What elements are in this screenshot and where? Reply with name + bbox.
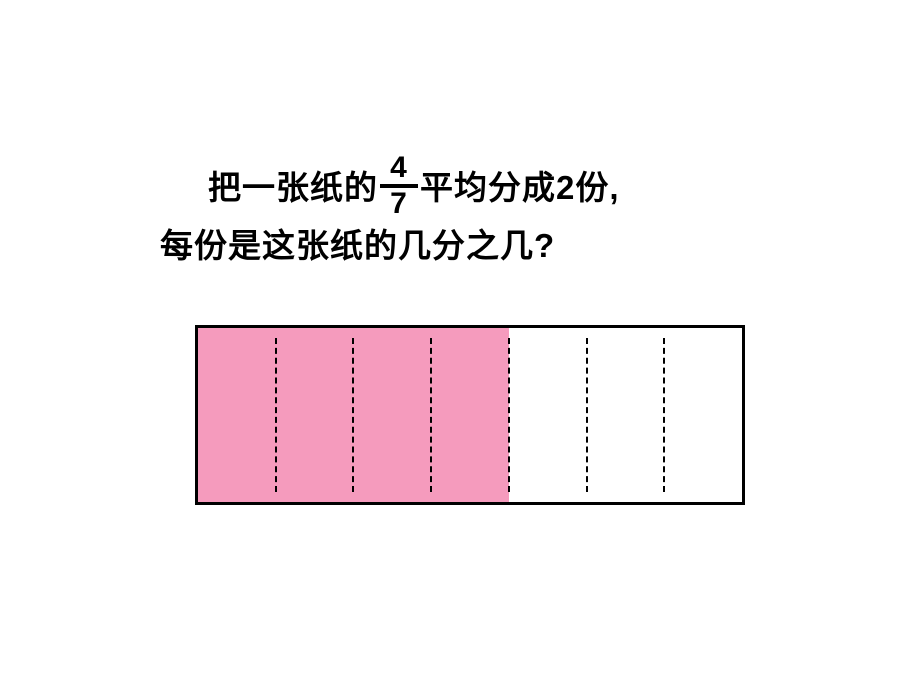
fraction-denominator: 7 <box>390 189 408 219</box>
fraction-four-sevenths: 4 7 <box>380 153 418 219</box>
partition-diagram <box>195 325 745 505</box>
problem-line-1: 把一张纸的 4 7 平均分成2份, <box>160 155 800 221</box>
line1-suffix: 平均分成2份, <box>420 163 620 213</box>
segment-divider <box>663 338 665 492</box>
problem-text: 把一张纸的 4 7 平均分成2份, 每份是这张纸的几分之几? <box>160 155 800 271</box>
segment-divider <box>275 338 277 492</box>
segment-divider <box>352 338 354 492</box>
segment-divider <box>508 338 510 492</box>
segment-divider <box>586 338 588 492</box>
fraction-numerator: 4 <box>390 153 408 183</box>
slide-container: 把一张纸的 4 7 平均分成2份, 每份是这张纸的几分之几? <box>0 0 920 690</box>
line1-prefix: 把一张纸的 <box>208 163 378 213</box>
segment-divider <box>430 338 432 492</box>
problem-line-2: 每份是这张纸的几分之几? <box>160 221 800 271</box>
